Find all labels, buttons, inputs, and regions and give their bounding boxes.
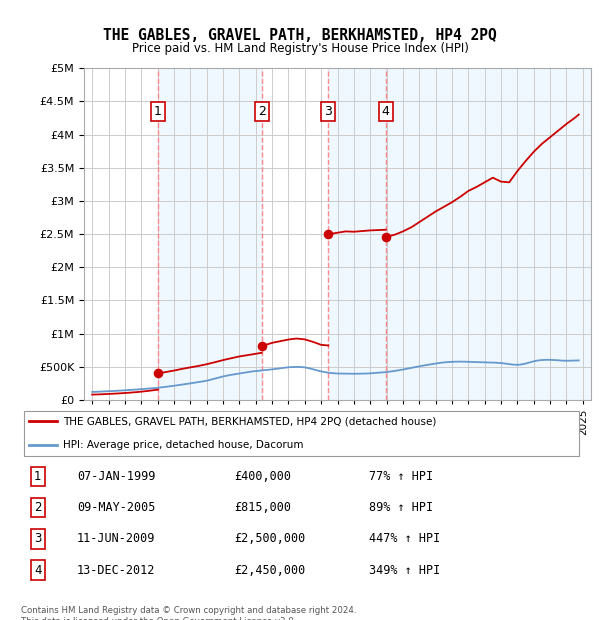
Text: 11-JUN-2009: 11-JUN-2009 <box>77 533 155 546</box>
Text: 4: 4 <box>382 105 389 118</box>
Bar <box>328 68 386 400</box>
Point <box>153 368 163 378</box>
Text: £2,500,000: £2,500,000 <box>234 533 305 546</box>
Text: 89% ↑ HPI: 89% ↑ HPI <box>369 501 433 514</box>
Text: 1: 1 <box>154 105 162 118</box>
Text: 3: 3 <box>34 533 41 546</box>
Text: Price paid vs. HM Land Registry's House Price Index (HPI): Price paid vs. HM Land Registry's House … <box>131 43 469 55</box>
Text: 09-MAY-2005: 09-MAY-2005 <box>77 501 155 514</box>
Point <box>381 232 391 242</box>
Text: Contains HM Land Registry data © Crown copyright and database right 2024.
This d: Contains HM Land Registry data © Crown c… <box>21 606 356 620</box>
Text: 07-JAN-1999: 07-JAN-1999 <box>77 470 155 483</box>
Text: 4: 4 <box>34 564 41 577</box>
Point <box>257 341 266 351</box>
Text: THE GABLES, GRAVEL PATH, BERKHAMSTED, HP4 2PQ (detached house): THE GABLES, GRAVEL PATH, BERKHAMSTED, HP… <box>63 416 436 427</box>
Point <box>323 229 333 239</box>
Bar <box>386 68 591 400</box>
Text: 349% ↑ HPI: 349% ↑ HPI <box>369 564 440 577</box>
Bar <box>158 68 262 400</box>
Text: THE GABLES, GRAVEL PATH, BERKHAMSTED, HP4 2PQ: THE GABLES, GRAVEL PATH, BERKHAMSTED, HP… <box>103 29 497 43</box>
Text: 13-DEC-2012: 13-DEC-2012 <box>77 564 155 577</box>
Text: 3: 3 <box>325 105 332 118</box>
Text: 1: 1 <box>34 470 41 483</box>
Text: 2: 2 <box>34 501 41 514</box>
Text: £815,000: £815,000 <box>234 501 291 514</box>
Text: 2: 2 <box>257 105 266 118</box>
Text: HPI: Average price, detached house, Dacorum: HPI: Average price, detached house, Daco… <box>63 440 304 451</box>
Text: £2,450,000: £2,450,000 <box>234 564 305 577</box>
Text: 77% ↑ HPI: 77% ↑ HPI <box>369 470 433 483</box>
FancyBboxPatch shape <box>24 411 579 456</box>
Text: £400,000: £400,000 <box>234 470 291 483</box>
Text: 447% ↑ HPI: 447% ↑ HPI <box>369 533 440 546</box>
